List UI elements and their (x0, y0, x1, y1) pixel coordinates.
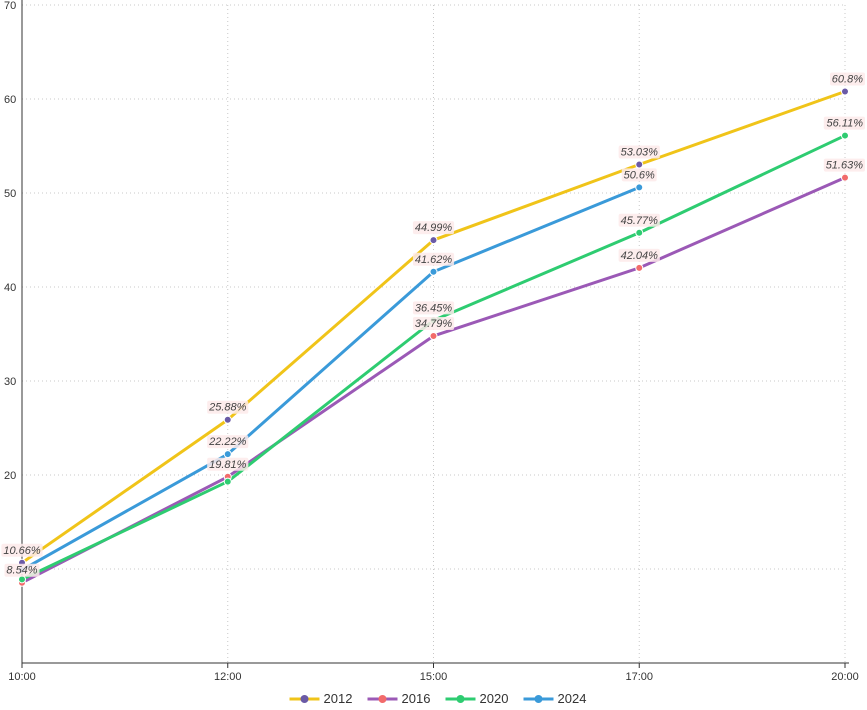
data-label-2012-4: 60.8% (832, 73, 863, 85)
data-point-2016-3[interactable] (635, 263, 644, 272)
y-tick-label: 30 (4, 376, 16, 388)
legend-swatch-marker (534, 695, 543, 703)
data-label-bg (621, 168, 657, 182)
data-label-2016-0: 8.54% (6, 565, 37, 577)
data-label-2020-3: 45.77% (621, 215, 659, 227)
legend-label: 2024 (558, 691, 587, 706)
data-point-2024-1[interactable] (223, 450, 232, 459)
data-label-2016-1: 19.81% (209, 459, 247, 471)
data-point-2012-4[interactable] (841, 87, 849, 96)
legend-swatch-marker (456, 695, 465, 703)
data-point-2016-2[interactable] (429, 331, 438, 340)
legend-item-2024[interactable]: 2024 (523, 691, 587, 706)
data-point-2016-4[interactable] (841, 173, 849, 182)
legend-item-2016[interactable]: 2016 (367, 691, 431, 706)
legend-item-2012[interactable]: 2012 (289, 691, 353, 706)
y-tick-label: 50 (4, 188, 16, 200)
data-label-2012-2: 44.99% (415, 222, 453, 234)
data-label-bg (830, 72, 865, 86)
data-label-bg (207, 400, 249, 414)
legend: 2012 2016 2020 2024 (289, 691, 587, 706)
x-tick-label: 20:00 (831, 671, 859, 683)
x-tick-label: 10:00 (8, 671, 36, 683)
series-line-2024 (21, 185, 640, 572)
data-label-2024-3: 50.6% (624, 169, 655, 181)
data-label-bg (4, 563, 40, 577)
data-point-2024-2[interactable] (429, 267, 438, 276)
y-tick-label: 60 (4, 94, 16, 106)
data-label-bg (412, 316, 455, 330)
legend-swatch-marker (378, 695, 387, 703)
data-point-2020-0[interactable] (18, 575, 26, 584)
x-tick-label: 12:00 (214, 671, 242, 683)
data-point-2012-2[interactable] (429, 236, 438, 245)
data-label-bg (1, 543, 43, 557)
y-tick-label: 20 (4, 470, 16, 482)
data-label-2016-4: 51.63% (826, 160, 864, 172)
data-label-2024-1: 22.22% (208, 436, 247, 448)
legend-swatch-marker (300, 695, 309, 703)
legend-label: 2016 (402, 691, 431, 706)
legend-label: 2012 (324, 691, 353, 706)
data-point-2020-3[interactable] (635, 228, 644, 237)
data-point-2024-3[interactable] (635, 183, 644, 192)
data-label-bg (207, 435, 249, 449)
data-point-2012-1[interactable] (223, 415, 232, 424)
data-label-bg (823, 116, 865, 130)
data-labels: 10.66% 25.88% 44.99% 53.03% 60.8% 8.54% 19.81%… (1, 72, 865, 577)
data-label-bg (823, 158, 865, 172)
data-point-2012-3[interactable] (635, 160, 644, 169)
data-label-bg (412, 221, 455, 235)
data-label-2012-1: 25.88% (208, 402, 247, 414)
data-label-2024-2: 41.62% (415, 254, 453, 266)
data-point-2020-1[interactable] (223, 477, 232, 486)
data-label-2020-2: 36.45% (415, 302, 453, 314)
data-label-2016-3: 42.04% (621, 250, 659, 262)
y-tick-label: 70 (4, 0, 16, 12)
data-label-2012-3: 53.03% (621, 147, 659, 159)
x-tick-label: 15:00 (420, 671, 448, 683)
data-label-2016-2: 34.79% (415, 318, 453, 330)
x-tick-label: 17:00 (625, 671, 653, 683)
data-label-2012-0: 10.66% (3, 545, 41, 557)
series-markers (18, 87, 849, 587)
data-label-2020-4: 56.11% (827, 118, 864, 130)
axes: 20 30 40 50 60 70 10:00 12:00 15:00 17:00 20:00 (4, 0, 859, 683)
y-tick-label: 40 (4, 282, 16, 294)
data-point-2020-4[interactable] (841, 131, 849, 140)
legend-label: 2020 (480, 691, 509, 706)
data-label-bg (412, 301, 455, 315)
data-label-bg (618, 248, 660, 262)
legend-item-2020[interactable]: 2020 (445, 691, 509, 706)
data-label-bg (412, 252, 455, 266)
data-label-bg (618, 145, 660, 159)
data-label-bg (207, 457, 249, 471)
data-label-bg (618, 213, 660, 227)
